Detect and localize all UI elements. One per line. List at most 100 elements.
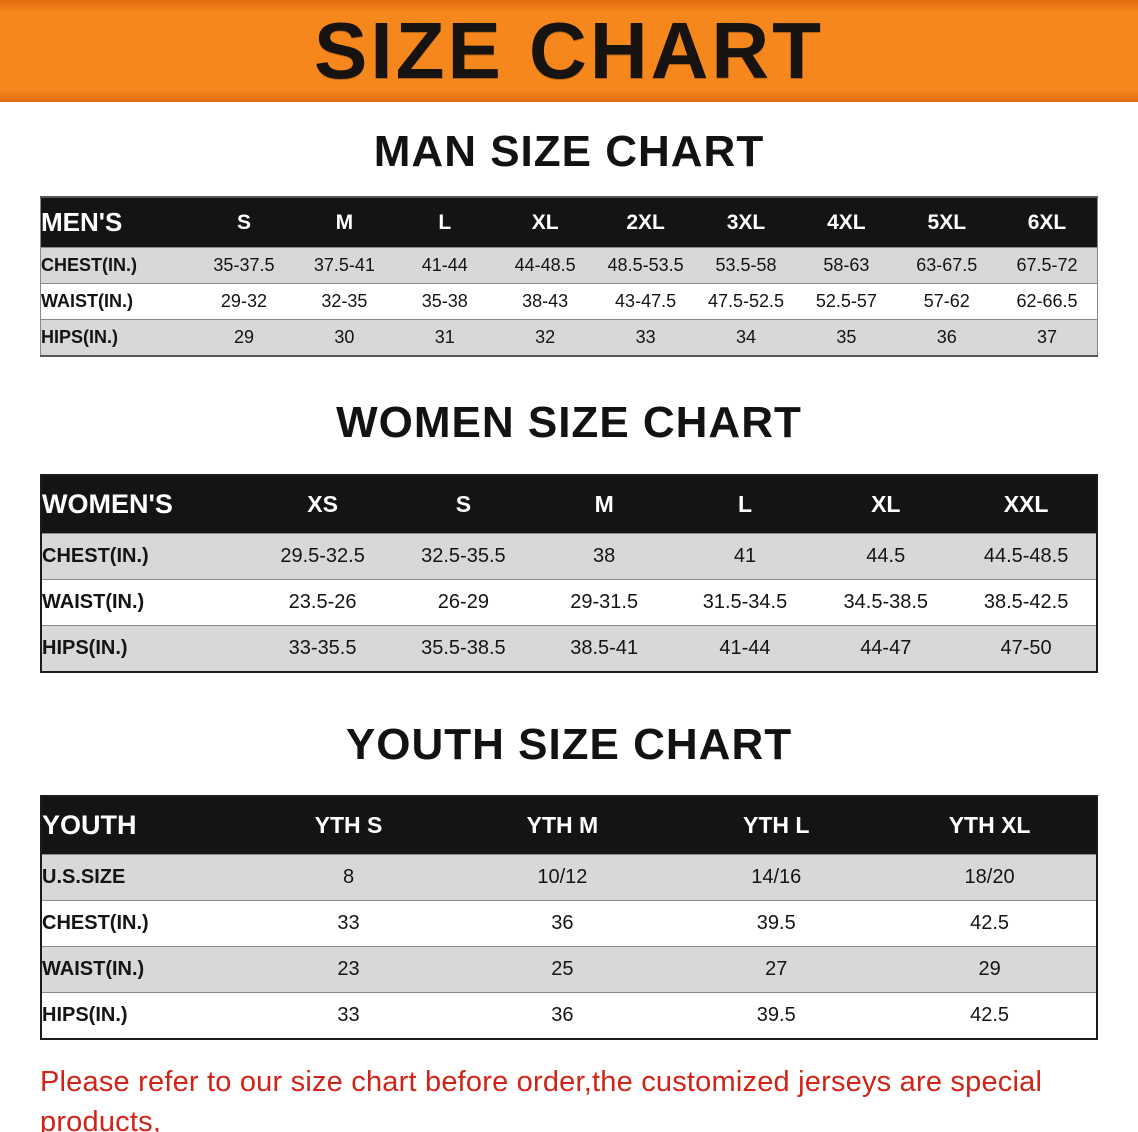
table-cell: 44-48.5	[514, 255, 576, 276]
table-cell: 47-50	[1000, 636, 1052, 659]
row-label: CHEST(IN.)	[42, 544, 149, 567]
row-label: WAIST(IN.)	[42, 590, 145, 613]
column-header: XXL	[956, 474, 1097, 534]
column-header: 4XL	[796, 197, 897, 248]
title-banner: SIZE CHART	[0, 0, 1138, 102]
column-header: 3XL	[695, 197, 797, 248]
table-cell: 62-66.5	[1016, 291, 1078, 312]
row-label: HIPS(IN.)	[41, 327, 119, 348]
column-header: S	[392, 474, 534, 534]
row-label: CHEST(IN.)	[42, 912, 149, 935]
table-cell: 33	[635, 327, 656, 348]
table-header-row: WOMEN'S XS S M L XL XXL	[41, 474, 1097, 534]
table-cell: 67.5-72	[1016, 255, 1078, 276]
table-cell: 44.5	[866, 544, 906, 567]
column-header: XS	[252, 474, 393, 534]
table-cell: 47.5-52.5	[707, 291, 785, 312]
table-cell: 38.5-42.5	[983, 590, 1069, 613]
table-cell: 53.5-58	[715, 255, 777, 276]
column-header: M	[294, 197, 395, 248]
column-header: YTH M	[455, 796, 670, 855]
table-cell: 37	[1036, 327, 1058, 348]
page-title: SIZE CHART	[314, 6, 824, 95]
table-row: CHEST(IN.) 29.5-32.5 32.5-35.5 38 41 44.5 44.5…	[41, 533, 1097, 580]
table-cell: 52.5-57	[815, 291, 877, 312]
column-header: L	[674, 474, 816, 534]
table-group-label: WOMEN'S	[41, 474, 253, 534]
table-cell: 41-44	[421, 255, 468, 276]
column-header: XL	[494, 197, 596, 248]
table-row: WAIST(IN.) 29-32 32-35 35-38 38-43 43-47.5 47.…	[40, 283, 1098, 320]
table-cell: 41	[733, 544, 757, 567]
table-cell: 26-29	[437, 590, 489, 613]
table-cell: 44.5-48.5	[983, 544, 1069, 567]
section-youth-sizes: YOUTH SIZE CHART YOUTH YTH S YTH M YTH L YTH…	[0, 720, 1138, 1041]
table-cell: 39.5	[756, 912, 796, 935]
women-size-table-grid: WOMEN'S XS S M L XL XXL CHEST(IN.) 29.5-32.5 32.5…	[40, 473, 1098, 673]
youth-size-table: YOUTH YTH S YTH M YTH L YTH XL U.S.SIZE 8 10/12…	[40, 795, 1098, 1041]
table-cell: 30	[334, 327, 355, 348]
table-row: HIPS(IN.) 29 30 31 32 33 34 35 36 37	[40, 319, 1098, 357]
section-men-sizes: MAN SIZE CHART MEN'S S M L XL 2XL 3XL 4XL 5XL 6XL…	[0, 127, 1138, 358]
table-cell: 37.5-41	[313, 255, 375, 276]
table-cell: 29.5-32.5	[280, 544, 365, 567]
table-cell: 18/20	[964, 866, 1015, 889]
table-header-row: MEN'S S M L XL 2XL 3XL 4XL 5XL 6XL	[40, 197, 1098, 248]
table-cell: 32-35	[321, 291, 368, 312]
table-cell: 44-47	[860, 636, 912, 659]
table-cell: 63-67.5	[916, 255, 978, 276]
row-label: WAIST(IN.)	[41, 291, 133, 312]
column-header: S	[193, 197, 295, 248]
table-row: HIPS(IN.) 33-35.5 35.5-38.5 38.5-41 41-44 44-…	[41, 625, 1097, 672]
column-header: M	[533, 474, 675, 534]
table-cell: 33	[337, 912, 360, 935]
table-cell: 43-47.5	[615, 291, 677, 312]
row-label: HIPS(IN.)	[42, 636, 128, 659]
women-section-heading: WOMEN SIZE CHART	[336, 398, 802, 448]
table-cell: 42.5	[970, 1004, 1010, 1027]
table-cell: 33-35.5	[288, 636, 357, 659]
table-cell: 29	[233, 327, 254, 348]
column-header: 5XL	[896, 197, 997, 248]
table-cell: 42.5	[970, 912, 1010, 935]
table-cell: 35-38	[421, 291, 468, 312]
table-cell: 35.5-38.5	[421, 636, 506, 659]
disclaimer: Please refer to our size chart before or…	[40, 1062, 1138, 1132]
table-row: WAIST(IN.) 23 25 27 29	[41, 946, 1097, 993]
table-cell: 8	[342, 866, 355, 889]
section-women-sizes: WOMEN SIZE CHART WOMEN'S XS S M L XL XXL CHEST(…	[0, 398, 1138, 673]
table-cell: 29	[978, 958, 1001, 981]
disclaimer-line-1: Please refer to our size chart before or…	[40, 1066, 1043, 1132]
table-cell: 35	[836, 327, 857, 348]
row-label: U.S.SIZE	[42, 866, 126, 889]
table-cell: 33	[337, 1004, 360, 1027]
table-row: CHEST(IN.) 33 36 39.5 42.5	[41, 900, 1097, 947]
table-group-label: YOUTH	[41, 796, 242, 855]
table-cell: 31.5-34.5	[702, 590, 788, 613]
table-row: WAIST(IN.) 23.5-26 26-29 29-31.5 31.5-34.5 34…	[41, 579, 1097, 626]
youth-size-table-grid: YOUTH YTH S YTH M YTH L YTH XL U.S.SIZE 8 10/12…	[40, 795, 1098, 1041]
table-cell: 27	[765, 958, 788, 981]
table-cell: 38.5-41	[570, 636, 639, 659]
table-cell: 14/16	[751, 866, 802, 889]
column-header: XL	[815, 474, 957, 534]
column-header: 6XL	[997, 197, 1098, 248]
men-size-table-grid: MEN'S S M L XL 2XL 3XL 4XL 5XL 6XL CHEST(IN.) 35-37…	[40, 196, 1098, 358]
men-size-table: MEN'S S M L XL 2XL 3XL 4XL 5XL 6XL CHEST(IN.) 35-37…	[40, 196, 1098, 358]
table-group-label: MEN'S	[40, 197, 194, 248]
table-cell: 10/12	[537, 866, 588, 889]
table-cell: 35-37.5	[213, 255, 275, 276]
table-row: HIPS(IN.) 33 36 39.5 42.5	[41, 992, 1097, 1040]
table-cell: 23.5-26	[288, 590, 357, 613]
table-cell: 36	[551, 1004, 574, 1027]
table-cell: 38-43	[522, 291, 569, 312]
table-cell: 36	[551, 912, 574, 935]
column-header: YTH XL	[883, 796, 1097, 855]
column-header: YTH L	[669, 796, 884, 855]
table-cell: 31	[434, 327, 455, 348]
table-cell: 29-32	[220, 291, 267, 312]
table-cell: 29-31.5	[570, 590, 639, 613]
row-label: WAIST(IN.)	[42, 958, 145, 981]
table-cell: 39.5	[756, 1004, 796, 1027]
